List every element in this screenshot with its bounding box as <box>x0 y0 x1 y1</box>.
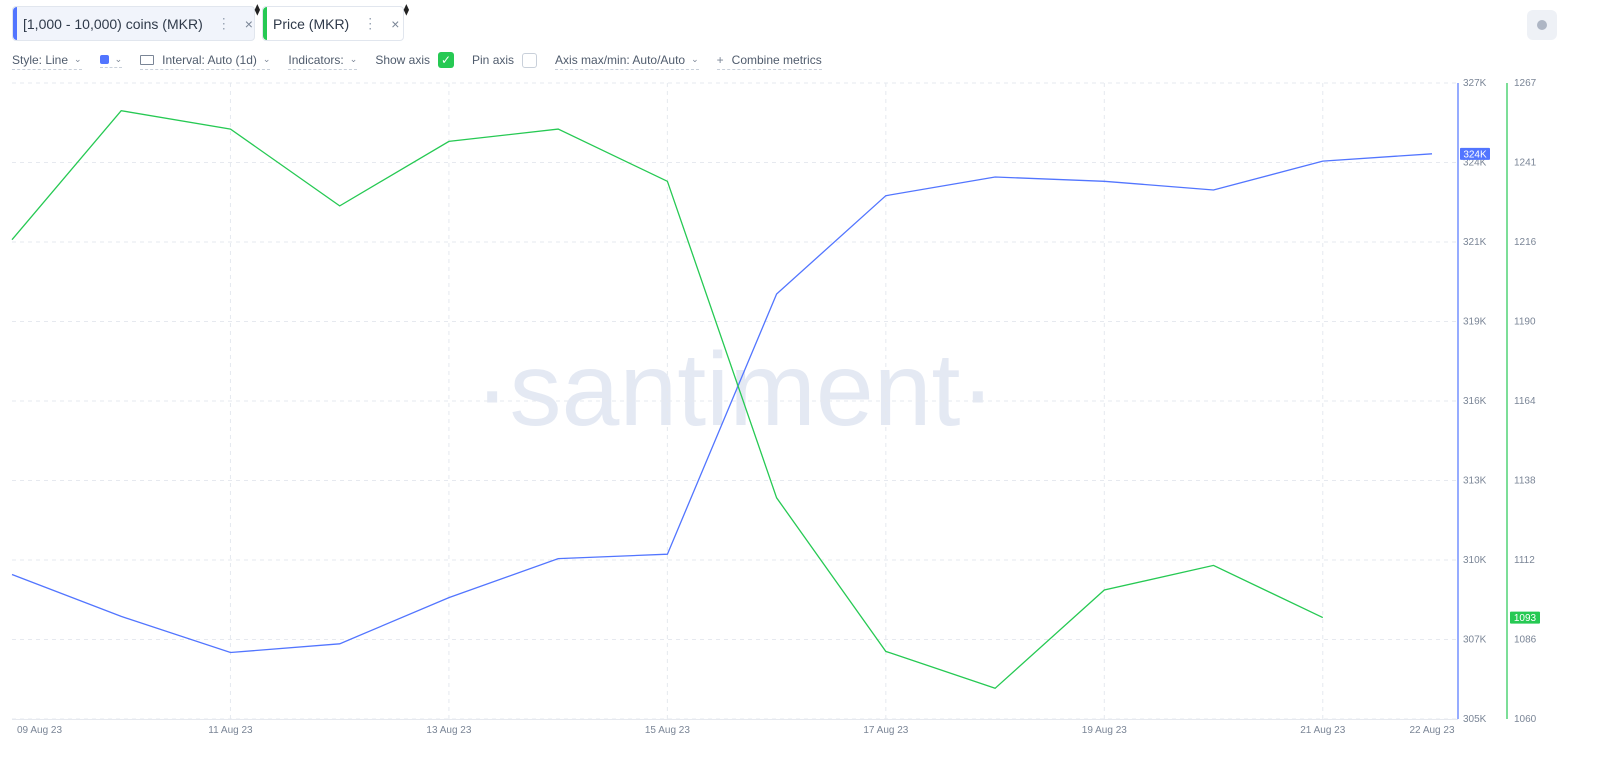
metric-tab-label: [1,000 - 10,000) coins (MKR) <box>23 15 203 32</box>
y-tick-right: 1138 <box>1514 476 1536 487</box>
pin-axis-label: Pin axis <box>472 53 515 67</box>
y-tick-left: 316K <box>1463 396 1487 407</box>
indicators-select[interactable]: Indicators: ⌄ <box>288 52 358 70</box>
y-tick-right: 1164 <box>1514 396 1536 407</box>
grid <box>12 82 1458 720</box>
y-tick-left: 313K <box>1463 476 1487 487</box>
chevron-down-icon: ⌄ <box>262 54 271 64</box>
y-tick-left: 319K <box>1463 317 1487 328</box>
y-tick-right: 1112 <box>1514 555 1535 566</box>
y-tick-right: 1216 <box>1514 237 1537 248</box>
y-tick-left: 324K <box>1463 158 1487 169</box>
y-tick-left: 310K <box>1463 555 1487 566</box>
y-tick-left: 305K <box>1463 714 1487 725</box>
settings-button[interactable] <box>1527 10 1557 40</box>
interval-label: Interval: Auto (1d) <box>162 52 257 67</box>
last-value-label: 324K <box>1463 149 1487 160</box>
interval-select[interactable]: Interval: Auto (1d) ⌄ <box>140 52 271 70</box>
axis-maxmin-label: Axis max/min: Auto/Auto <box>555 52 686 67</box>
close-icon[interactable]: × <box>244 15 253 32</box>
x-tick: 11 Aug 23 <box>208 725 253 736</box>
y-tick-right: 1267 <box>1514 78 1537 89</box>
y-tick-right: 1241 <box>1514 158 1537 169</box>
dot-icon <box>1537 20 1547 30</box>
chevron-down-icon: ⌄ <box>74 54 82 64</box>
chart-toolbar: Style: Line ⌄ ⌄ Interval: Auto (1d) ⌄ Indi… <box>12 50 840 72</box>
metric-tab-label: Price (MKR) <box>273 15 350 32</box>
series-line-price <box>11 109 1324 690</box>
watermark: ·santiment· <box>475 332 995 448</box>
metric-color-stripe <box>263 7 267 40</box>
checkbox-checked-icon[interactable]: ✓ <box>438 52 455 68</box>
y-tick-left: 327K <box>1463 78 1487 89</box>
y-tick-right: 1060 <box>1514 714 1537 725</box>
ruler-icon <box>140 54 155 65</box>
metric-menu-icon[interactable]: ⋮ <box>216 15 231 31</box>
color-select[interactable]: ⌄ <box>99 54 123 68</box>
y-tick-right: 1086 <box>1514 635 1537 646</box>
x-tick: 21 Aug 23 <box>1300 725 1345 736</box>
x-tick: 15 Aug 23 <box>645 725 690 736</box>
style-label: Style: Line <box>12 52 69 67</box>
y-tick-right: 1190 <box>1514 317 1536 328</box>
ethereum-icon: ⧫ <box>403 4 409 16</box>
checkbox-unchecked-icon[interactable] <box>522 52 538 68</box>
style-select[interactable]: Style: Line ⌄ <box>12 53 82 70</box>
chevron-down-icon: ⌄ <box>691 54 699 64</box>
combine-metrics-button[interactable]: + Combine metrics <box>716 52 822 70</box>
close-icon[interactable]: × <box>391 15 400 32</box>
color-swatch-icon <box>99 55 109 64</box>
chevron-down-icon: ⌄ <box>114 54 123 64</box>
x-tick: 17 Aug 23 <box>863 725 908 736</box>
x-tick: 22 Aug 23 <box>1409 725 1454 736</box>
show-axis-label: Show axis <box>375 53 431 67</box>
last-value-badge <box>1460 147 1490 160</box>
y-tick-left: 307K <box>1463 635 1487 646</box>
x-tick: 09 Aug 23 <box>17 725 62 736</box>
metric-color-stripe <box>13 7 17 40</box>
series-layer <box>11 109 1433 690</box>
series-line-holders <box>11 153 1433 654</box>
metric-tab-price[interactable]: Price (MKR) ⋮ × ⧫ <box>262 4 409 41</box>
pin-axis-toggle[interactable]: Pin axis <box>472 52 538 70</box>
plus-icon: + <box>716 52 724 67</box>
x-tick: 13 Aug 23 <box>426 725 471 736</box>
chevron-down-icon: ⌄ <box>349 54 358 64</box>
axis-maxmin-select[interactable]: Axis max/min: Auto/Auto ⌄ <box>555 53 699 70</box>
metric-tab-holders[interactable]: [1,000 - 10,000) coins (MKR) ⋮ × ⧫ <box>12 4 260 41</box>
show-axis-toggle[interactable]: Show axis ✓ <box>375 52 455 70</box>
ethereum-icon: ⧫ <box>254 4 260 16</box>
x-tick: 19 Aug 23 <box>1082 725 1127 736</box>
last-value-badge <box>1510 611 1540 624</box>
last-value-label: 1093 <box>1514 613 1537 624</box>
axes: 327K 324K 321K 319K 316K 313K 310K 307K 305K 1267… <box>17 78 1540 736</box>
y-tick-left: 321K <box>1463 237 1487 248</box>
combine-metrics-label: Combine metrics <box>731 52 822 67</box>
metric-menu-icon[interactable]: ⋮ <box>363 15 378 31</box>
indicators-label: Indicators: <box>288 52 344 67</box>
